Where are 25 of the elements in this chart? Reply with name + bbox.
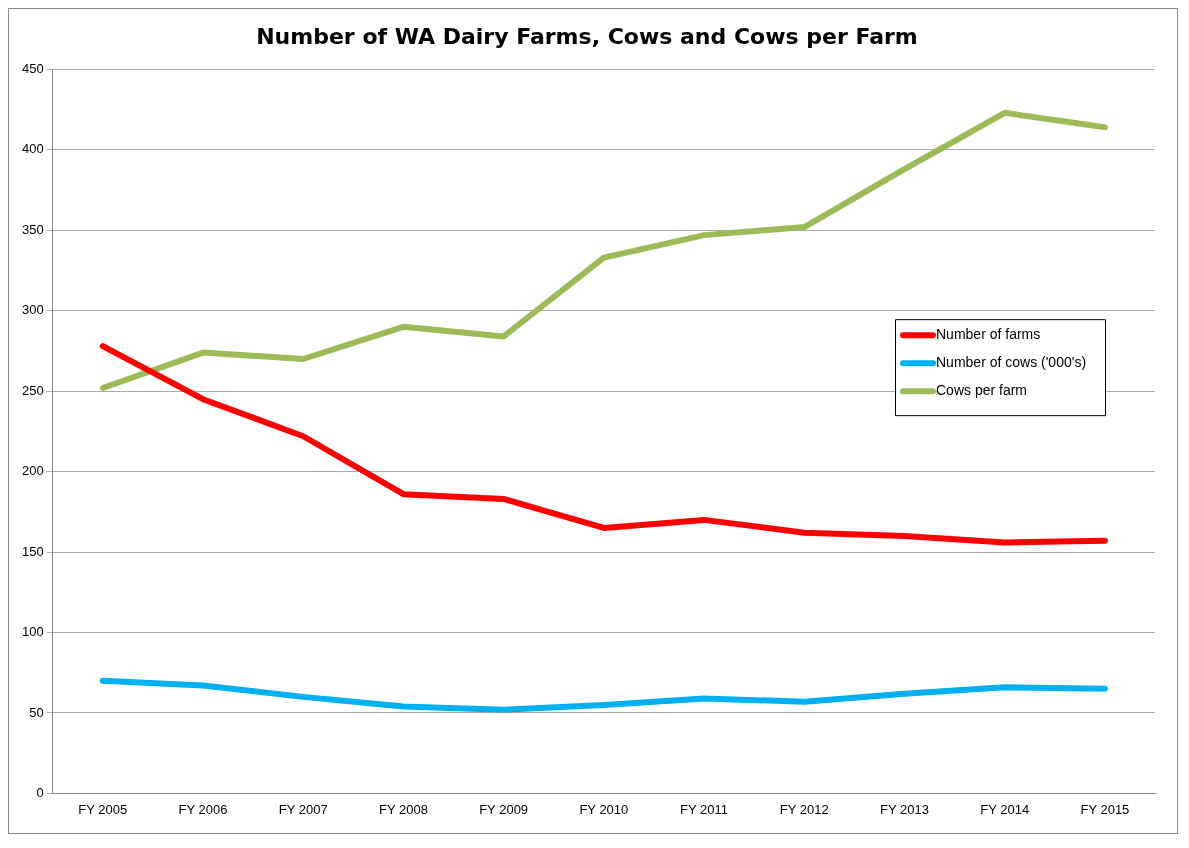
x-tick-label: FY 2015 <box>1080 801 1130 817</box>
y-tick-label: 450 <box>21 60 44 76</box>
x-tick-label: FY 2010 <box>579 801 629 817</box>
x-tick-label: FY 2006 <box>178 801 228 817</box>
x-tick-label: FY 2007 <box>278 801 328 817</box>
legend-label: Number of cows ('000's) <box>936 354 1087 371</box>
y-tick-label: 400 <box>21 141 44 157</box>
y-tick-label: 250 <box>21 382 44 398</box>
y-tick-label: 150 <box>21 543 44 559</box>
x-tick-label: FY 2011 <box>680 801 729 817</box>
y-tick-label: 100 <box>21 624 44 640</box>
legend-label: Number of farms <box>936 326 1041 343</box>
y-tick-label: 200 <box>21 463 44 479</box>
x-tick-label: FY 2014 <box>980 801 1030 817</box>
y-tick-label: 350 <box>21 221 44 237</box>
y-tick-label: 300 <box>21 302 44 318</box>
x-tick-label: FY 2005 <box>78 801 128 817</box>
y-tick-label: 0 <box>36 784 44 800</box>
x-tick-label: FY 2013 <box>880 801 929 817</box>
x-tick-label: FY 2008 <box>378 801 428 817</box>
x-tick-label: FY 2012 <box>779 801 829 817</box>
y-tick-label: 50 <box>29 704 44 720</box>
legend-label: Cows per farm <box>936 382 1028 399</box>
x-tick-label: FY 2009 <box>479 801 529 817</box>
chart-title: Number of WA Dairy Farms, Cows and Cows per Farm <box>256 23 918 49</box>
